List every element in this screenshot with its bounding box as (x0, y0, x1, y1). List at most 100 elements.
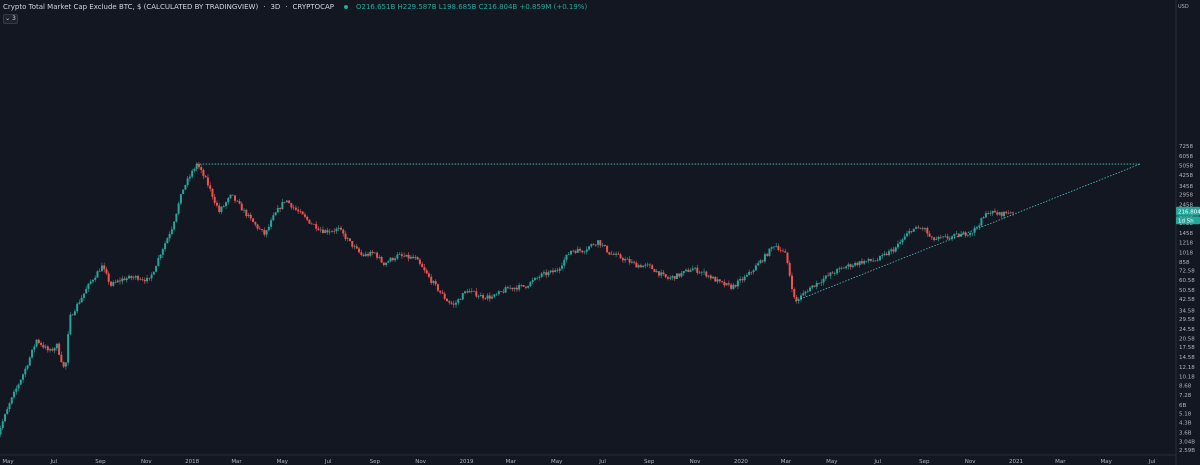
candle-body (49, 349, 52, 351)
candle-body (919, 228, 922, 229)
interval-label[interactable]: 3D (270, 3, 281, 11)
candle-body (6, 409, 9, 415)
time-tick-label: 2019 (460, 459, 474, 465)
candle-body (930, 236, 933, 238)
candle-body (209, 185, 212, 189)
candle-body (727, 283, 730, 285)
ohlc-values: O216.651B H229.587B L198.685B C216.804B … (356, 3, 588, 11)
candle-body (899, 242, 902, 244)
candle-body (957, 233, 960, 237)
time-tick-label: May (277, 459, 289, 465)
candle-body (858, 261, 861, 265)
candle-body (712, 276, 715, 279)
candle-body (82, 293, 85, 298)
candle-body (901, 239, 904, 243)
candle-body (651, 265, 654, 270)
candle-body (134, 276, 137, 278)
candle-body (680, 273, 683, 277)
candle-body (87, 283, 90, 289)
price-tick-label: 2458 (1179, 203, 1193, 209)
candle-body (633, 261, 636, 263)
candle-body (944, 236, 947, 237)
candle-body (35, 339, 38, 347)
candle-body (549, 270, 552, 273)
candle-body (475, 291, 478, 297)
candle-body (502, 291, 505, 293)
candle-body (709, 275, 712, 279)
candle-body (457, 299, 460, 303)
price-tick-label: 5.18 (1179, 412, 1192, 418)
candle-body (245, 209, 248, 216)
candle-body (211, 188, 214, 197)
currency-label[interactable]: USD (1178, 4, 1189, 10)
candle-body (258, 228, 261, 230)
candle-body (294, 207, 297, 210)
candle-body (141, 279, 144, 280)
candle-body (601, 244, 604, 246)
candle-body (247, 214, 250, 216)
market-status-icon (344, 5, 348, 9)
candle-body (123, 278, 126, 281)
rising-support-line[interactable] (794, 163, 1141, 302)
bar-countdown-label: 1d 5h (1176, 216, 1200, 225)
price-tick-label: 72.58 (1179, 268, 1195, 274)
candle-body (691, 268, 694, 271)
candle-body (234, 195, 237, 201)
candle-body (333, 231, 336, 232)
price-tick-label: 4258 (1179, 173, 1193, 179)
candle-body (319, 229, 322, 231)
candle-body (448, 301, 451, 303)
candle-body (73, 311, 76, 316)
candle-body (509, 287, 512, 289)
candle-body (964, 232, 967, 236)
candle-body (421, 263, 424, 268)
candle-body (301, 211, 304, 215)
candle-body (391, 257, 394, 261)
candle-body (608, 252, 611, 255)
time-tick-label: 2020 (734, 459, 748, 465)
candle-body (551, 270, 554, 273)
candle-body (22, 374, 25, 380)
svg-text:216.804B: 216.804B (1178, 209, 1200, 215)
candle-body (96, 271, 99, 278)
candle-body (547, 272, 550, 276)
candle-body (973, 227, 976, 233)
candle-body (416, 257, 419, 260)
candle-body (885, 253, 888, 256)
candle-body (867, 258, 870, 261)
candle-body (687, 269, 690, 272)
candle-body (533, 277, 536, 281)
candle-body (491, 296, 494, 299)
candle-body (818, 282, 821, 284)
candle-body (682, 271, 685, 274)
price-tick-label: 10.18 (1179, 375, 1195, 381)
candle-body (263, 229, 266, 235)
candle-body (836, 269, 839, 274)
candle-body (335, 228, 338, 232)
candle-body (903, 236, 906, 240)
candle-body (100, 265, 103, 272)
last-price-label: 216.804B (1176, 206, 1200, 216)
time-tick-label: Mar (781, 459, 792, 465)
legend-collapse-button[interactable]: ⌄ 3 (3, 14, 18, 24)
candle-body (617, 253, 620, 255)
candle-body (439, 290, 442, 293)
price-tick-label: 2.59B (1179, 448, 1195, 454)
candle-body (58, 343, 61, 355)
candle-body (495, 294, 498, 295)
candle-body (666, 277, 669, 279)
candle-body (24, 368, 27, 375)
candle-body (349, 238, 352, 241)
candle-body (132, 277, 135, 279)
candle-body (220, 206, 223, 212)
symbol-title[interactable]: Crypto Total Market Cap Exclude BTC, $ (… (3, 3, 259, 11)
candle-body (292, 207, 295, 209)
candle-body (982, 217, 985, 219)
candle-body (685, 269, 688, 272)
candle-body (664, 274, 667, 278)
price-tick-label: 1458 (1179, 231, 1193, 237)
candle-body (788, 262, 791, 276)
candle-body (872, 260, 875, 262)
candle-body (520, 285, 523, 286)
